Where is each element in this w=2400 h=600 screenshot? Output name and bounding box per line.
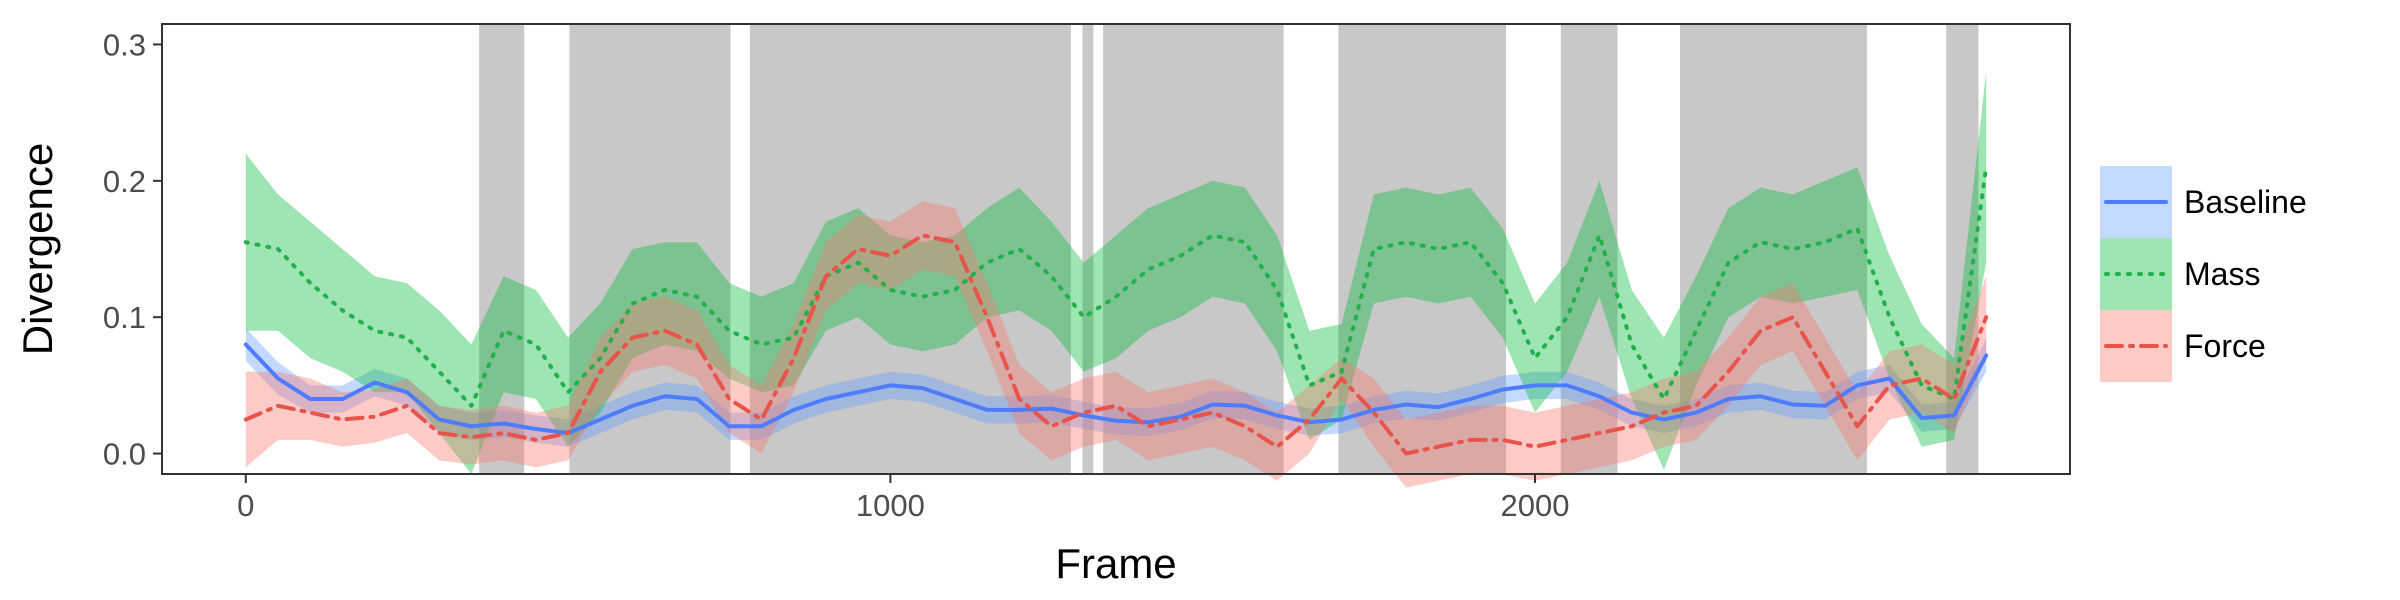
x-tick-label-2000: 2000: [1501, 488, 1570, 523]
y-axis: 0.0 0.1 0.2 0.3: [103, 27, 162, 472]
force-line: [243, 233, 1989, 456]
x-axis-title: Frame: [1055, 540, 1176, 587]
y-tick-label-0.0: 0.0: [103, 437, 146, 472]
baseline-confidence-band: [245, 328, 1987, 447]
series-lines: [243, 165, 1989, 456]
legend-label-baseline: Baseline: [2184, 184, 2307, 220]
x-axis: 0 1000 2000: [237, 474, 1569, 523]
y-tick-label-0.2: 0.2: [103, 164, 146, 199]
y-tick-label-0.3: 0.3: [103, 27, 146, 62]
shaded-region-1: [479, 24, 525, 474]
legend-label-mass: Mass: [2184, 256, 2260, 292]
mass-confidence-band: [245, 71, 1987, 474]
x-tick-label-1000: 1000: [856, 488, 925, 523]
panel-border: [161, 23, 2071, 475]
legend-label-force: Force: [2184, 328, 2266, 364]
shaded-region-4: [1082, 24, 1094, 474]
legend: Baseline Mass Force: [2100, 166, 2307, 382]
mass-line: [243, 165, 1989, 408]
baseline-line: [243, 342, 1989, 436]
x-tick-label-0: 0: [237, 488, 254, 523]
force-confidence-band: [245, 201, 1987, 488]
shaded-region-6: [1338, 24, 1506, 474]
y-tick-label-0.1: 0.1: [103, 300, 146, 335]
confidence-bands: [245, 71, 1987, 488]
y-axis-title: Divergence: [14, 143, 61, 355]
